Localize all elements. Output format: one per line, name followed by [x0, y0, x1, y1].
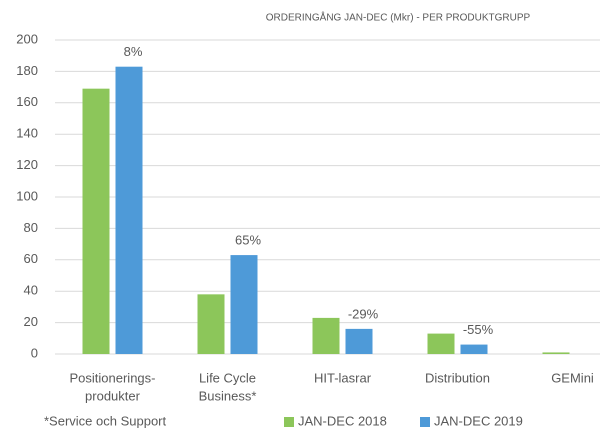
y-tick-label: 60	[24, 251, 38, 266]
legend-swatch	[420, 417, 430, 427]
annotation: -55%	[463, 322, 494, 337]
bar	[230, 255, 258, 354]
bar	[542, 352, 570, 354]
annotation: -29%	[348, 306, 379, 321]
x-tick-label: Life Cycle	[199, 370, 256, 385]
x-tick-label: produkter	[85, 388, 141, 403]
y-tick-label: 140	[16, 126, 38, 141]
y-tick-label: 0	[31, 345, 38, 360]
legend-swatch	[284, 417, 294, 427]
bar	[427, 333, 455, 354]
x-tick-label: Business*	[199, 388, 257, 403]
annotation: 8%	[124, 44, 143, 59]
bar	[460, 344, 488, 354]
bar	[82, 88, 110, 355]
legend-label: JAN-DEC 2018	[298, 413, 387, 428]
y-tick-label: 180	[16, 63, 38, 78]
y-tick-label: 80	[24, 220, 38, 235]
x-tick-label: Positionerings-	[70, 370, 156, 385]
bar	[345, 328, 373, 354]
bar	[197, 294, 225, 354]
y-tick-label: 120	[16, 157, 38, 172]
y-tick-label: 100	[16, 188, 38, 203]
bar	[115, 66, 143, 354]
x-tick-label: HIT-lasrar	[314, 370, 372, 385]
y-tick-label: 40	[24, 283, 38, 298]
legend-label: JAN-DEC 2019	[434, 413, 523, 428]
chart-title: ORDERINGÅNG JAN-DEC (Mkr) - PER PRODUKTG…	[266, 11, 531, 24]
y-tick-label: 200	[16, 31, 38, 46]
y-tick-label: 160	[16, 94, 38, 109]
annotation: 65%	[235, 233, 261, 248]
footnote: *Service och Support	[44, 413, 167, 428]
x-tick-label: GEMini	[551, 370, 594, 385]
y-tick-label: 20	[24, 314, 38, 329]
bar	[312, 317, 340, 354]
x-tick-label: Distribution	[425, 370, 490, 385]
